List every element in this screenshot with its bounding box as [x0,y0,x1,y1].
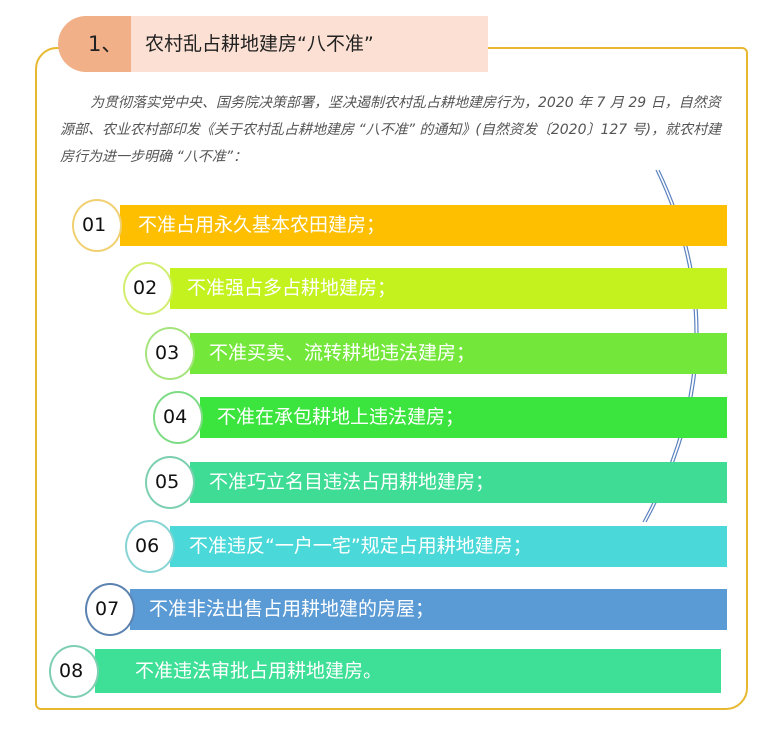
rule-bar: 不准非法出售占用耕地建的房屋； [130,589,727,630]
section-number: 1、 [58,16,132,72]
rule-bar: 不准强占多占耕地建房； [170,268,727,309]
rule-text: 不准在承包耕地上违法建房； [217,406,465,428]
section-title: 农村乱占耕地建房“八不准” [131,16,488,72]
rule-bar: 不准巧立名目违法占用耕地建房； [190,462,727,503]
rule-bar: 不准在承包耕地上违法建房； [200,397,727,438]
rule-text: 不准违反“一户一宅”规定占用耕地建房； [189,535,532,557]
rule-text: 不准违法审批占用耕地建房。 [135,660,383,682]
rule-bar: 不准违法审批占用耕地建房。 [95,649,721,693]
rule-number-badge: 07 [85,583,135,636]
rule-number-badge: 03 [145,327,195,380]
rule-bar: 不准违反“一户一宅”规定占用耕地建房； [170,526,727,567]
rule-number-badge: 06 [125,520,175,573]
rule-bar: 不准占用永久基本农田建房； [120,205,727,246]
rule-text: 不准巧立名目违法占用耕地建房； [209,471,495,493]
rule-text: 不准占用永久基本农田建房； [138,214,386,236]
rule-text: 不准非法出售占用耕地建的房屋； [149,598,435,620]
rule-text: 不准强占多占耕地建房； [187,277,397,299]
rule-number-badge: 05 [145,456,195,509]
rule-bar: 不准买卖、流转耕地违法建房； [190,333,727,374]
rule-number-badge: 01 [72,199,122,252]
intro-paragraph: 为贯彻落实党中央、国务院决策部署，坚决遏制农村乱占耕地建房行为，2020 年 7… [60,95,722,165]
rule-number-badge: 04 [153,391,203,444]
rule-number-badge: 08 [49,645,99,698]
rule-text: 不准买卖、流转耕地违法建房； [209,342,476,364]
rule-number-badge: 02 [123,262,173,315]
